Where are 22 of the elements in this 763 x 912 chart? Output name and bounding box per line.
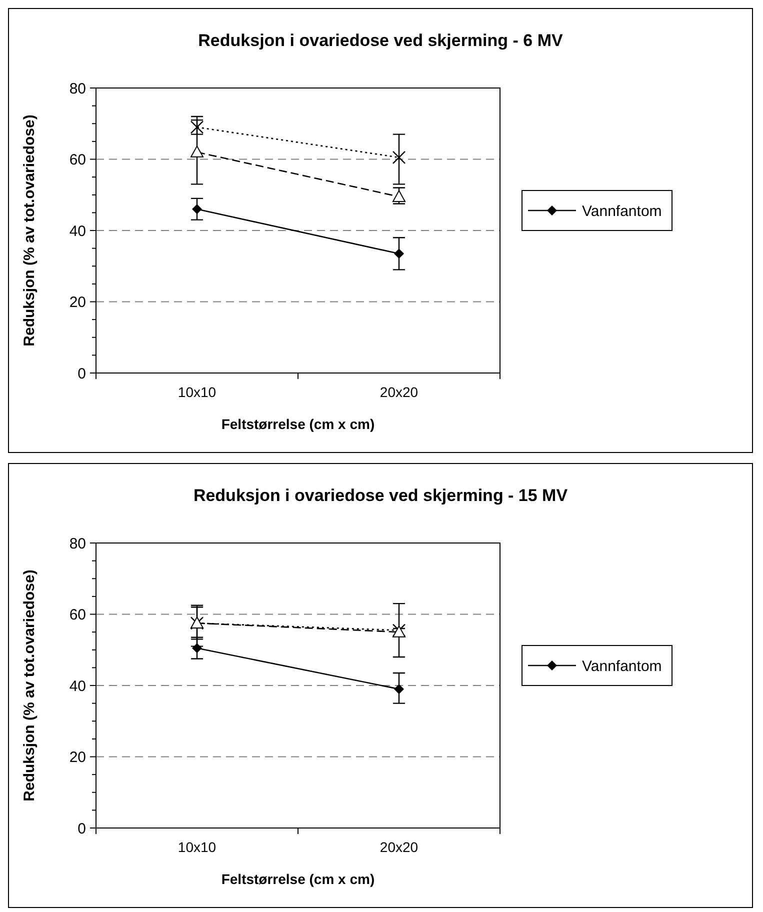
y-tick-label: 40 bbox=[69, 678, 86, 695]
x-tick-label: 10x10 bbox=[178, 384, 216, 400]
y-tick-label: 20 bbox=[69, 294, 86, 311]
y-tick-label: 40 bbox=[69, 222, 86, 240]
y-tick-label: 80 bbox=[69, 535, 86, 552]
x-tick-label: 20x20 bbox=[380, 839, 418, 855]
x-tick-label: 10x10 bbox=[178, 839, 216, 855]
y-tick-label: 0 bbox=[78, 365, 86, 382]
y-tick-label: 60 bbox=[69, 152, 86, 168]
legend-label: Vannfantom bbox=[582, 658, 662, 675]
y-axis-title: Reduksjon (% av tot.ovariedose) bbox=[21, 570, 38, 802]
y-tick-label: 0 bbox=[78, 820, 86, 838]
chart-title: Reduksjon i ovariedose ved skjerming - 15 MV bbox=[193, 486, 568, 505]
x-tick-label: 20x20 bbox=[380, 384, 418, 400]
chart-title: Reduksjon i ovariedose ved skjerming - 6 MV bbox=[198, 31, 564, 50]
x-axis-title: Feltstørrelse (cm x cm) bbox=[221, 871, 375, 887]
legend-label: Vannfantom bbox=[582, 202, 662, 220]
y-tick-label: 80 bbox=[69, 80, 86, 98]
x-axis-title: Feltstørrelse (cm x cm) bbox=[221, 416, 375, 432]
y-axis-title: Reduksjon (% av tot.ovariedose) bbox=[21, 114, 38, 346]
y-tick-label: 60 bbox=[69, 606, 86, 624]
y-tick-label: 20 bbox=[69, 749, 86, 766]
